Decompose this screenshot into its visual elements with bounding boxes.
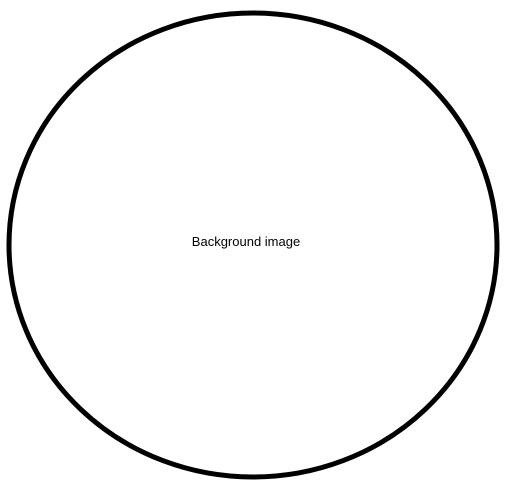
circle-outline	[6, 10, 500, 480]
background-image-label: Background image	[191, 234, 301, 249]
